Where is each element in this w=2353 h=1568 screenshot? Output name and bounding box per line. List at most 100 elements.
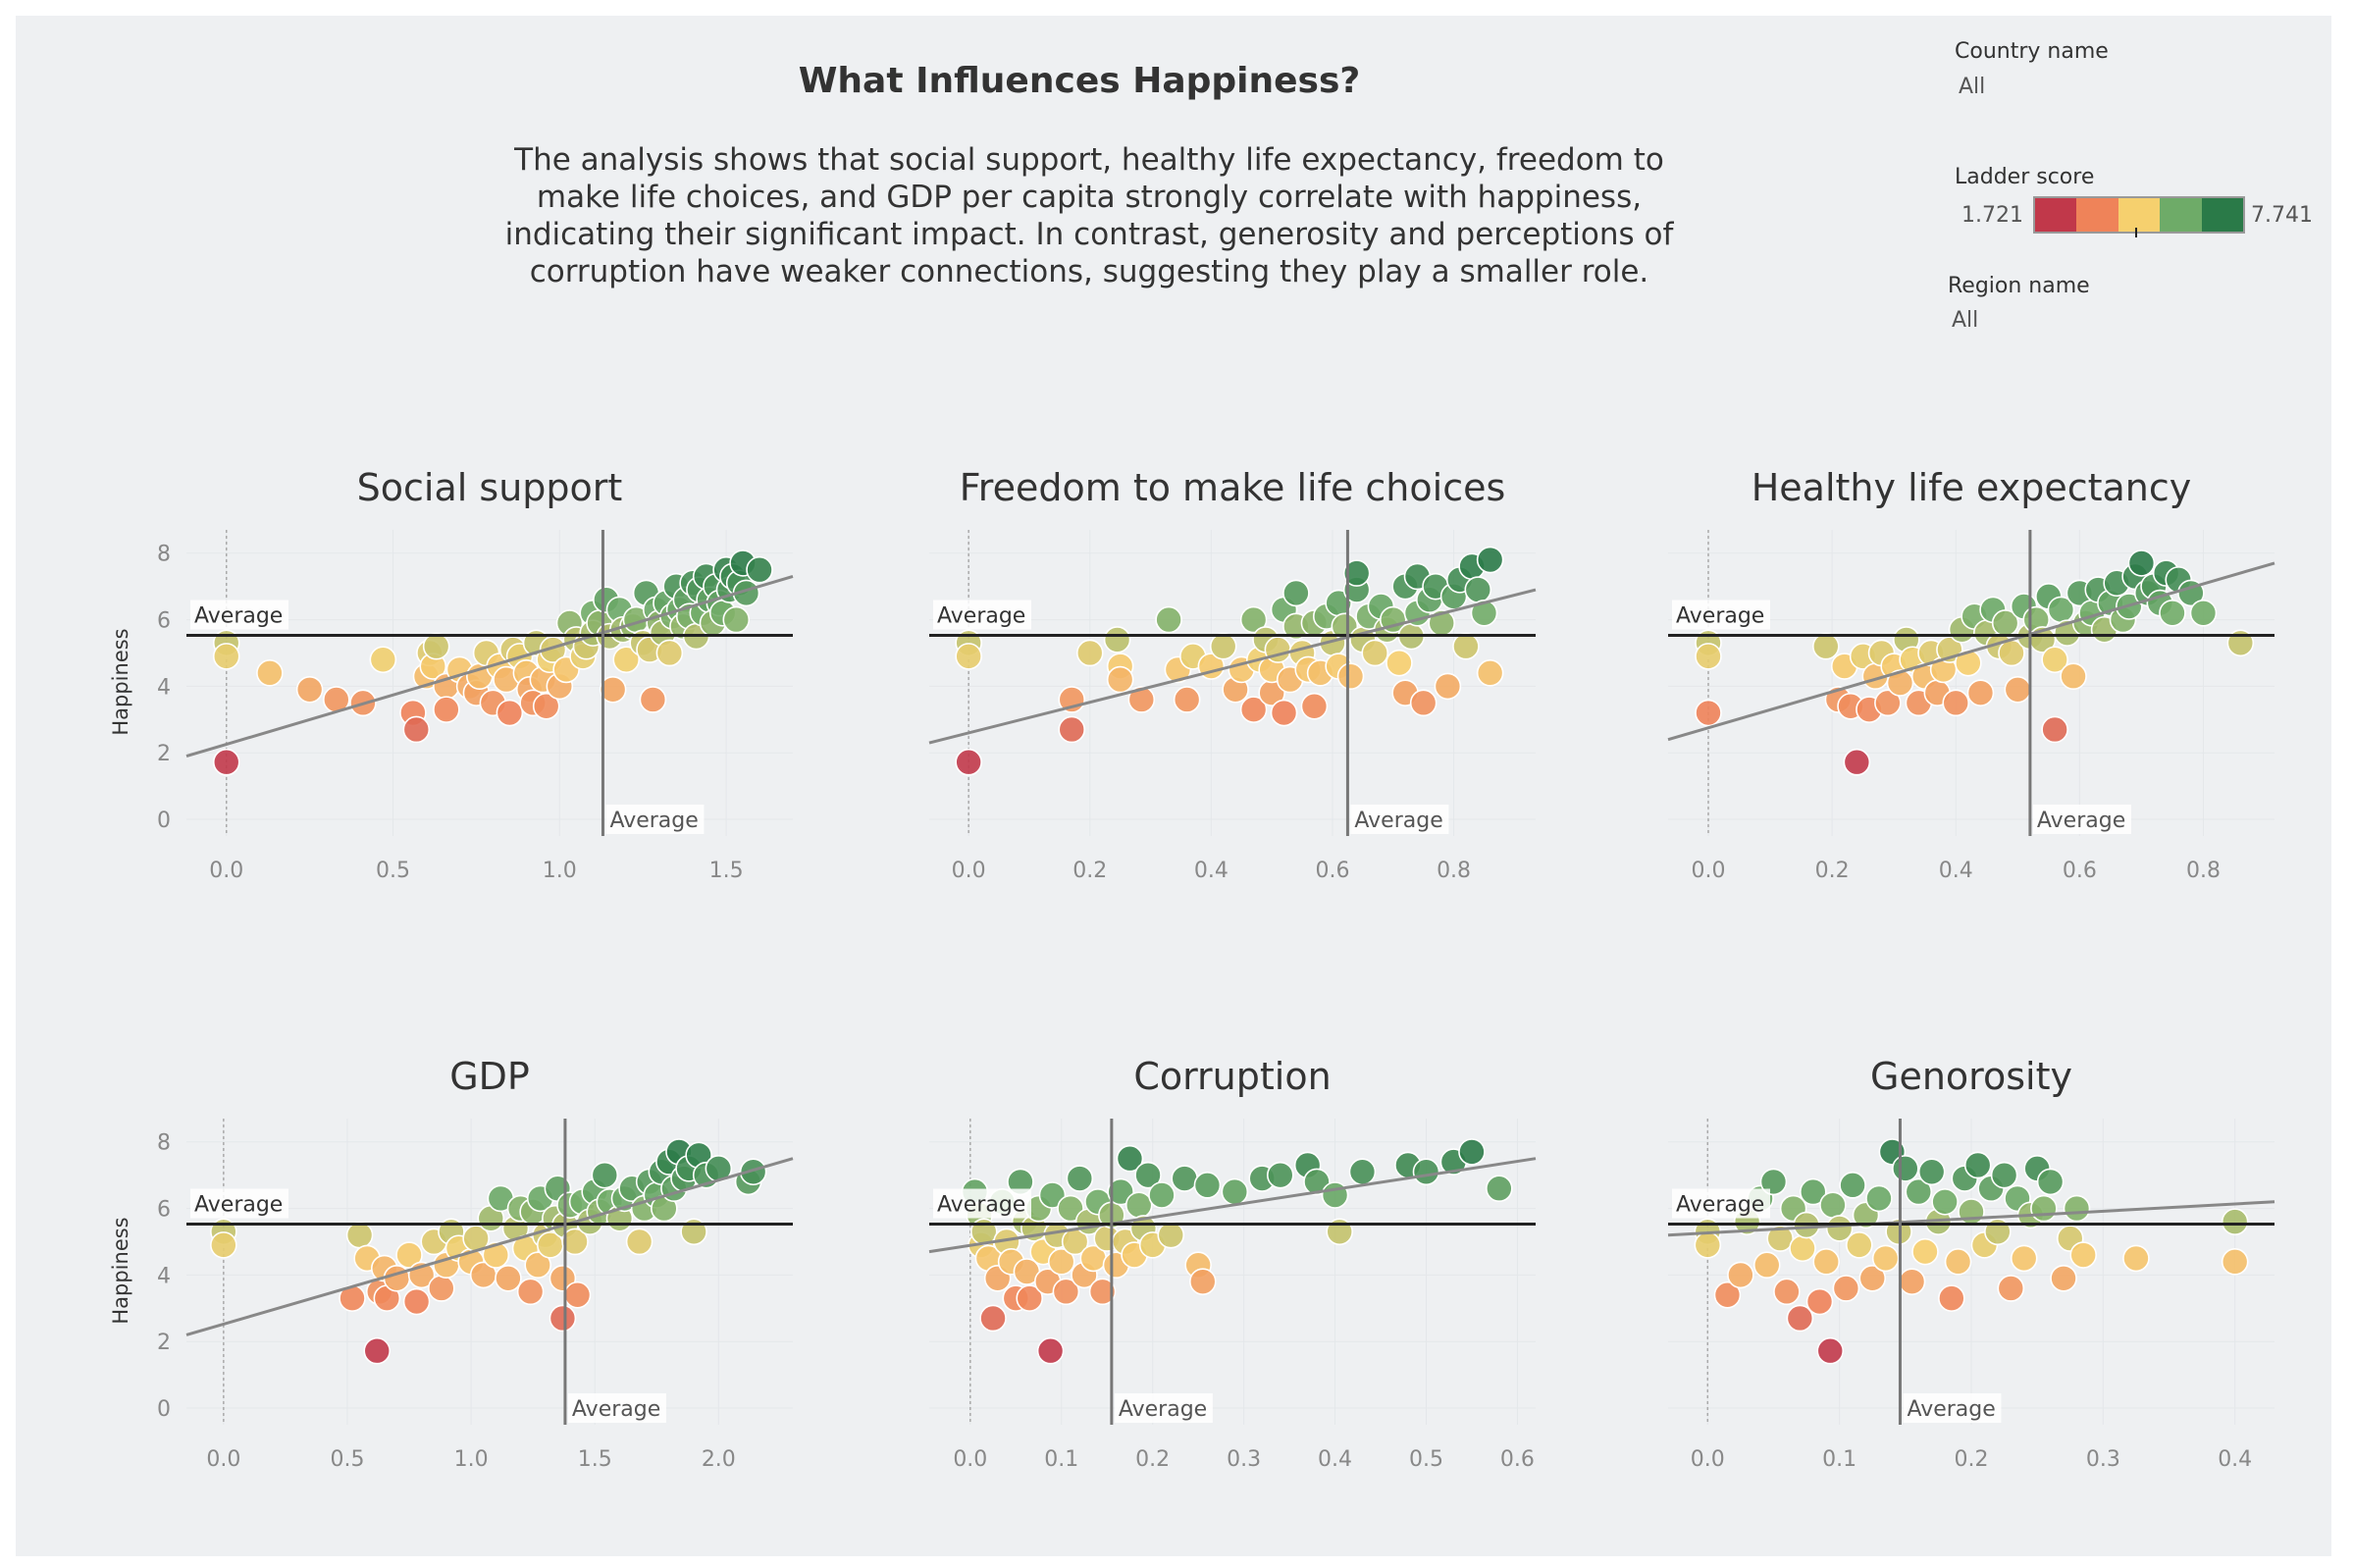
- chart-2: Healthy life expectancy 0.0 0.2 0.4 0.6 0.8 Av…: [1667, 466, 2275, 883]
- x-tick-label: 0.3: [2086, 1447, 2120, 1472]
- y-tick-label: 0: [157, 809, 171, 833]
- x-tick-label: 0.2: [1072, 859, 1107, 883]
- x-tick-label: 0.1: [1044, 1447, 1078, 1472]
- data-point: [369, 646, 397, 674]
- y-average-label: Average: [194, 1193, 283, 1218]
- data-point: [1905, 1177, 1933, 1206]
- y-tick-label: 2: [157, 742, 171, 766]
- region-filter-value[interactable]: All: [1952, 308, 1979, 333]
- x-tick-label: 0.0: [1691, 1447, 1725, 1472]
- data-point: [524, 1251, 551, 1280]
- average-label-bg: [1672, 600, 1770, 630]
- data-point: [625, 1228, 654, 1256]
- x-tick-label: 0.4: [1939, 859, 1973, 883]
- average-label-bg: [2032, 805, 2131, 834]
- data-point: [1127, 686, 1156, 713]
- legend-marker: [2135, 228, 2137, 237]
- x-tick-label: 0.0: [952, 859, 986, 883]
- data-point: [1036, 1336, 1065, 1365]
- chart-title: Freedom to make life choices: [960, 466, 1506, 509]
- data-point: [363, 1336, 392, 1365]
- chart-title: Social support: [357, 466, 623, 509]
- data-point: [1997, 1275, 2025, 1302]
- data-point: [1016, 1284, 1044, 1312]
- data-point: [591, 1161, 619, 1189]
- data-point: [1846, 1231, 1873, 1259]
- data-point: [2127, 549, 2156, 577]
- data-point: [1476, 659, 1504, 687]
- x-tick-label: 0.0: [209, 859, 243, 883]
- country-filter-label: Country name: [1955, 39, 2109, 64]
- country-filter-value[interactable]: All: [1959, 75, 1986, 99]
- data-point: [433, 696, 460, 723]
- ladder-color-legend[interactable]: [2033, 196, 2245, 234]
- data-point: [428, 1275, 455, 1302]
- data-point: [295, 675, 324, 704]
- data-point: [1464, 576, 1492, 603]
- data-point: [1155, 605, 1182, 634]
- average-label-bg: [933, 1188, 1031, 1219]
- average-label-bg: [605, 805, 705, 834]
- legend-swatch: [2160, 198, 2202, 232]
- legend-swatch: [2118, 198, 2161, 232]
- data-point: [1193, 1172, 1222, 1199]
- data-point: [1931, 1187, 1959, 1216]
- data-point: [2041, 646, 2068, 674]
- data-point: [422, 632, 450, 660]
- x-tick-label: 0.2: [1955, 1447, 1989, 1472]
- data-point: [1336, 662, 1365, 691]
- data-point: [383, 1264, 411, 1292]
- x-tick-label: 1.5: [578, 1447, 612, 1472]
- trend-line: [1667, 561, 2275, 742]
- data-point: [1858, 1264, 1887, 1292]
- data-point: [1052, 1278, 1080, 1306]
- x-tick-label: 0.6: [2063, 859, 2097, 883]
- data-point: [212, 748, 240, 776]
- x-average-label: Average: [1119, 1397, 1207, 1422]
- data-point: [655, 639, 684, 667]
- data-point: [2159, 599, 2186, 627]
- data-point: [1713, 1281, 1742, 1309]
- data-point: [1819, 1191, 1847, 1219]
- trend-line: [185, 1157, 794, 1336]
- data-point: [2221, 1208, 2249, 1235]
- data-point: [1871, 1244, 1900, 1273]
- data-point: [1694, 1231, 1722, 1259]
- data-point: [561, 1228, 589, 1256]
- data-point: [1695, 699, 1722, 727]
- data-point: [722, 605, 751, 634]
- data-point: [1476, 546, 1504, 574]
- x-tick-label: 1.0: [543, 859, 577, 883]
- data-point: [1188, 1268, 1217, 1295]
- data-point: [1106, 665, 1134, 694]
- legend-swatch: [2076, 198, 2118, 232]
- data-point: [2030, 1194, 2058, 1223]
- data-point: [1805, 1287, 1834, 1316]
- chart-3: GDP 0.0 0.5 1.0 1.5 2.0 0 2 4 6 8 Happiness Average A…: [109, 1055, 794, 1472]
- x-average-label: Average: [1907, 1397, 1995, 1422]
- average-label-bg: [190, 1188, 288, 1219]
- data-point: [549, 1304, 577, 1333]
- data-point: [739, 1158, 767, 1186]
- data-point: [1773, 1278, 1801, 1306]
- data-point: [639, 686, 667, 713]
- data-point: [1361, 639, 1389, 667]
- y-average-label: Average: [937, 1193, 1025, 1218]
- x-tick-label: 0.0: [953, 1447, 987, 1472]
- data-point: [1898, 1268, 1926, 1295]
- chart-1: Freedom to make life choices 0.0 0.2 0.4 0.6…: [928, 466, 1537, 883]
- x-average-label: Average: [572, 1397, 660, 1422]
- data-point: [1752, 1251, 1781, 1280]
- y-axis-label: Happiness: [109, 1217, 132, 1324]
- data-point: [1944, 1248, 1972, 1276]
- data-point: [1955, 649, 1982, 677]
- data-point: [516, 1278, 545, 1306]
- data-point: [1266, 1161, 1294, 1189]
- y-tick-label: 8: [157, 1131, 171, 1156]
- data-point: [1066, 1165, 1094, 1192]
- data-point: [2041, 715, 2068, 744]
- x-tick-label: 0.2: [1815, 859, 1850, 883]
- x-tick-label: 0.8: [2186, 859, 2221, 883]
- data-point: [1209, 632, 1237, 660]
- data-point: [2069, 1241, 2097, 1269]
